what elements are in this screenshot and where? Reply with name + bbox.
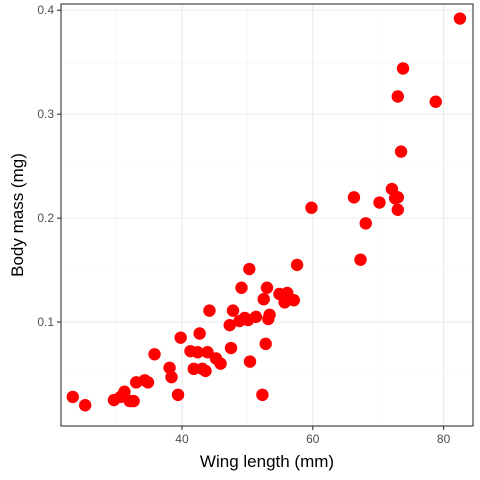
data-point	[148, 348, 161, 361]
plot-panel-background	[61, 4, 473, 426]
y-tick-label: 0.3	[37, 107, 54, 121]
data-point	[191, 346, 204, 359]
data-point	[78, 399, 92, 412]
data-point	[141, 376, 155, 389]
data-point	[187, 362, 200, 376]
data-point	[359, 217, 372, 230]
data-point	[305, 201, 318, 214]
data-point	[260, 281, 274, 294]
data-point	[235, 281, 248, 294]
data-point	[165, 370, 178, 384]
data-point	[453, 12, 467, 25]
data-point	[259, 337, 272, 351]
data-point	[394, 145, 408, 158]
plot-panel-border	[60, 3, 474, 427]
data-point	[347, 191, 361, 204]
x-axis-title: Wing length (mm)	[200, 452, 334, 471]
data-point	[163, 361, 176, 374]
data-point	[391, 90, 404, 103]
data-points	[66, 12, 467, 412]
x-tick-label: 80	[437, 432, 451, 446]
y-tick-label: 0.4	[37, 3, 54, 17]
data-point	[263, 308, 276, 321]
data-point	[256, 388, 269, 402]
data-point	[226, 304, 240, 317]
y-tick-label: 0.2	[37, 211, 54, 225]
x-tick-label: 40	[175, 432, 189, 446]
data-point	[391, 203, 404, 217]
data-point	[193, 327, 206, 340]
data-point	[174, 331, 187, 344]
data-point	[171, 388, 185, 402]
data-point	[429, 95, 442, 108]
data-point	[243, 355, 257, 368]
axis-tick-labels: 40 60 80 0.1 0.2 0.3 0.4	[37, 3, 450, 446]
data-point	[214, 357, 227, 370]
data-point	[290, 258, 304, 272]
data-point	[373, 196, 386, 209]
data-point	[199, 364, 212, 378]
data-point	[243, 262, 256, 276]
data-point	[201, 346, 214, 359]
data-point	[127, 394, 140, 408]
axis-ticks	[57, 9, 445, 430]
data-point	[396, 62, 410, 75]
y-tick-label: 0.1	[37, 315, 54, 329]
y-axis-title: Body mass (mg)	[8, 153, 27, 277]
minor-gridlines	[61, 4, 473, 426]
data-point	[249, 310, 263, 324]
data-point	[203, 304, 216, 317]
data-point	[66, 390, 79, 404]
data-point	[223, 318, 236, 332]
data-point	[224, 341, 238, 355]
data-point	[257, 292, 270, 306]
x-tick-label: 60	[306, 432, 320, 446]
data-point	[118, 385, 131, 398]
data-point	[391, 191, 404, 204]
data-point	[287, 294, 301, 307]
data-point	[354, 253, 367, 266]
